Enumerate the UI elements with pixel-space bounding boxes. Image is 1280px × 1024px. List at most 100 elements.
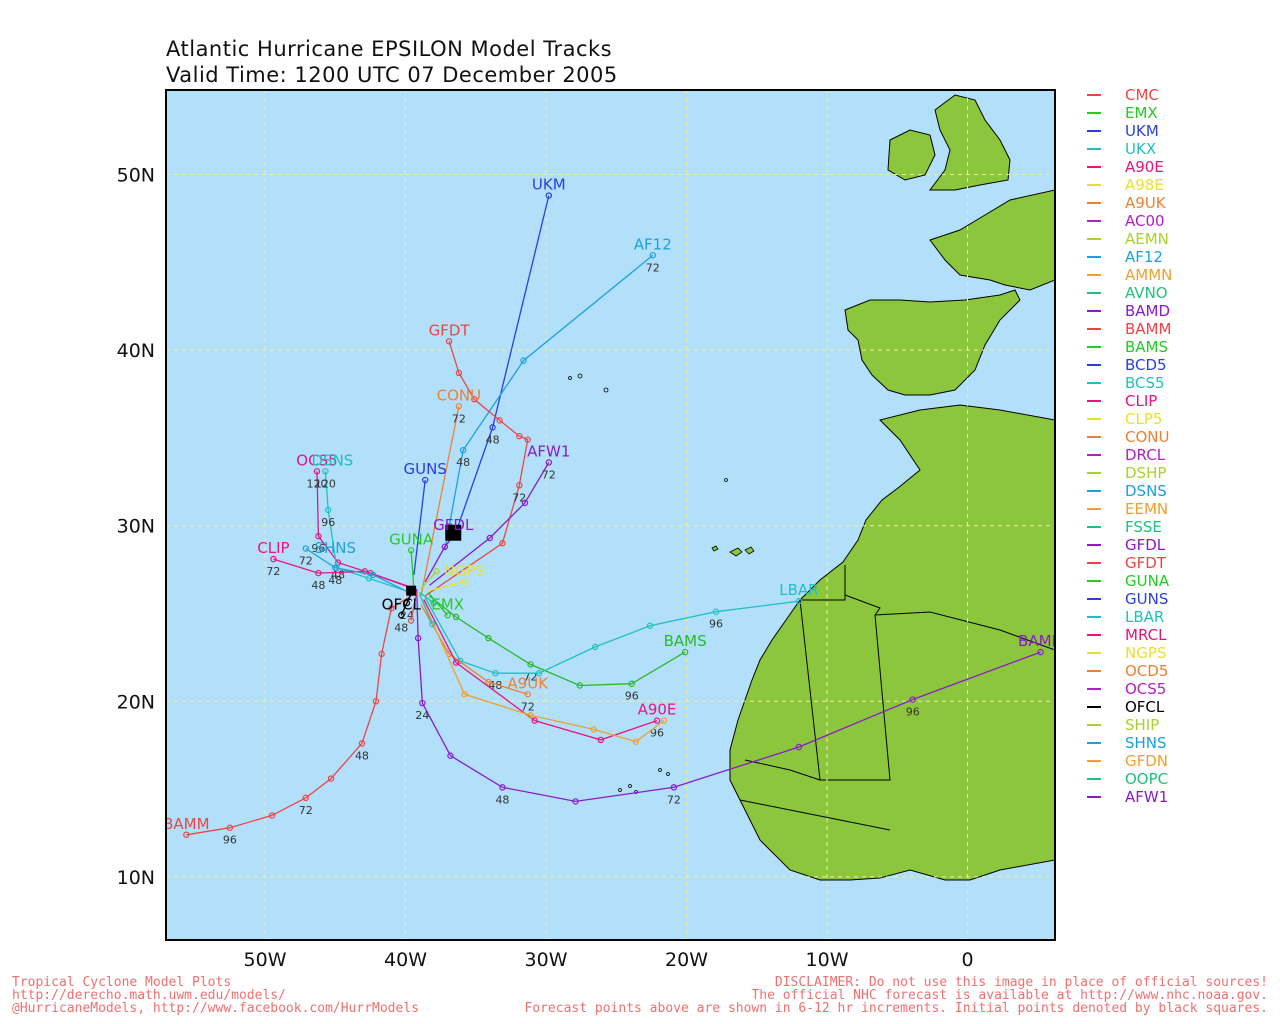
ireland-land [887, 129, 936, 181]
track-fsse [419, 591, 437, 607]
britain-land [929, 94, 1011, 191]
legend-swatch [1087, 364, 1101, 366]
country-borders [739, 565, 1055, 831]
track-conu: 72 [420, 403, 466, 597]
forecast-point [499, 784, 506, 791]
legend-swatch [1087, 292, 1101, 294]
track-bamd: 24 48 72 96 [414, 588, 1044, 806]
legend-label: SHNS [1125, 734, 1167, 752]
legend-swatch [1087, 796, 1101, 798]
forecast-point [660, 717, 668, 724]
forecast-point [226, 824, 234, 831]
legend-swatch [1087, 652, 1101, 654]
legend-swatch [1087, 454, 1101, 456]
footer-disclaimer: DISCLAIMER: Do not use this image in pla… [524, 976, 1268, 1015]
legend-item: SHIP [1087, 716, 1207, 734]
forecast-point [447, 752, 454, 759]
forecast-point [372, 698, 380, 705]
legend-item: BCS5 [1087, 374, 1207, 392]
lon-label: 30W [525, 949, 568, 971]
forecast-point [545, 192, 553, 199]
legend-label: CMC [1125, 86, 1159, 104]
legend-swatch [1087, 274, 1101, 276]
track-ukm: 48 [452, 192, 553, 540]
forecast-hour-label: 24 [415, 709, 429, 722]
legend-swatch [1087, 706, 1101, 708]
legend-item: AMMN [1087, 266, 1207, 284]
forecast-point [322, 468, 329, 475]
forecast-hour-label: 72 [266, 565, 280, 578]
footer-left-line-2: http://derecho.math.uwm.edu/models/ [12, 988, 286, 1003]
forecast-point [315, 569, 322, 577]
track-label: CONU [437, 386, 481, 404]
track-line [186, 595, 412, 836]
legend-swatch [1087, 220, 1101, 222]
forecast-point [378, 650, 385, 658]
small-islands [568, 373, 728, 794]
forecast-point [909, 696, 916, 703]
legend-swatch [1087, 256, 1101, 258]
forecast-point [492, 670, 499, 677]
legend-swatch [1087, 346, 1101, 348]
forecast-hour-label: 96 [311, 542, 325, 555]
legend-label: GUNS [1125, 590, 1169, 608]
track-label: A9UK [507, 674, 549, 692]
legend-label: CLIP [1125, 392, 1158, 410]
legend-label: BCD5 [1125, 356, 1167, 374]
forecast-point [1037, 648, 1044, 656]
forecast-point [499, 540, 506, 547]
legend-label: CLP5 [1125, 410, 1163, 428]
lon-label: 0 [961, 949, 973, 971]
legend-swatch [1087, 472, 1101, 474]
forecast-point [302, 545, 309, 552]
legend-label: FSSE [1125, 518, 1162, 536]
lat-label: 20N [117, 691, 155, 713]
africa-land [729, 404, 1055, 881]
forecast-point [407, 547, 415, 554]
track-line [428, 462, 550, 586]
track-label: BAMS [664, 632, 707, 650]
track-guna [407, 547, 415, 589]
legend-label: AVNO [1125, 284, 1168, 302]
track-line [420, 570, 437, 590]
track-line [427, 581, 465, 592]
legend-swatch [1087, 418, 1101, 420]
track-label: CLIP [257, 539, 289, 557]
track-label: UKM [532, 176, 566, 194]
track-line [273, 558, 410, 588]
forecast-point [545, 459, 553, 466]
legend-swatch [1087, 94, 1101, 96]
legend-swatch [1087, 238, 1101, 240]
forecast-point [516, 482, 523, 489]
forecast-point [421, 476, 429, 484]
legend-item: DRCL [1087, 446, 1207, 464]
forecast-point [428, 620, 436, 628]
forecast-hour-label: 48 [328, 574, 342, 587]
forecast-point [646, 622, 654, 629]
forecast-point [433, 568, 440, 575]
legend-label: AFW1 [1125, 788, 1169, 806]
legend-swatch [1087, 634, 1101, 636]
grid-lines [166, 90, 1055, 940]
forecast-hour-label: 48 [495, 793, 509, 806]
legend-swatch [1087, 184, 1101, 186]
forecast-hour-label: 96 [906, 706, 920, 719]
forecast-point [358, 740, 366, 747]
forecast-point [365, 575, 373, 582]
title-line-2: Valid Time: 1200 UTC 07 December 2005 [166, 63, 618, 87]
track-label: GUNA [389, 530, 434, 548]
forecast-point [268, 812, 276, 819]
forecast-hour-label: 72 [667, 793, 681, 806]
track-ukx [418, 593, 436, 628]
legend-swatch [1087, 310, 1101, 312]
legend-label: DSNS [1125, 482, 1167, 500]
footer-right-line-3: Forecast points above are shown in 6-12 … [524, 1001, 1268, 1016]
legend-label: OCD5 [1125, 662, 1169, 680]
track-label: AFW1 [527, 442, 570, 460]
legend-item: BAMM [1087, 320, 1207, 338]
track-label: GFDT [429, 321, 471, 339]
legend-label: MRCL [1125, 626, 1167, 644]
legend-swatch [1087, 526, 1101, 528]
track-line [416, 588, 1041, 803]
